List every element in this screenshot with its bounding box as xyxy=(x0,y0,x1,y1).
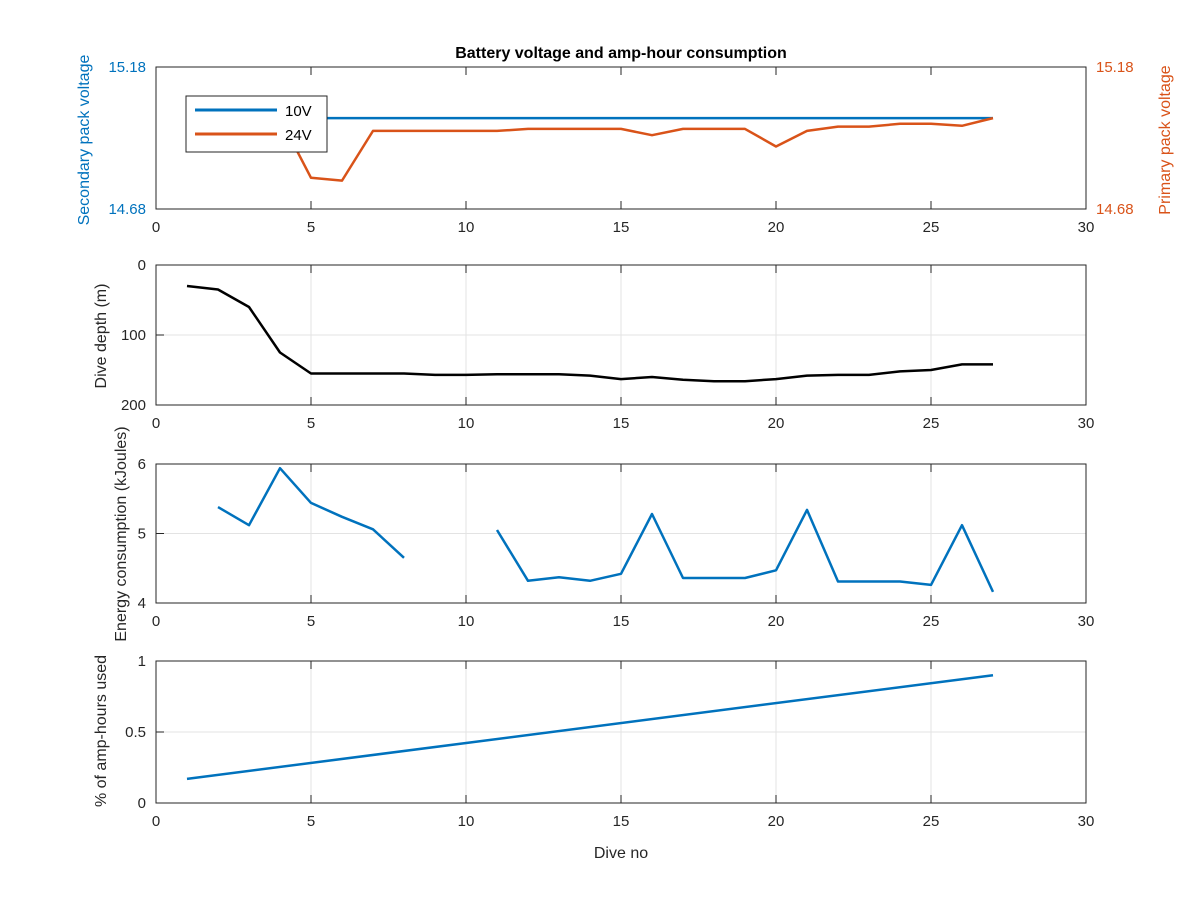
energy-xtick-label: 20 xyxy=(768,613,785,630)
primary-voltage-axis-label: Primary pack voltage xyxy=(1157,65,1174,214)
energy-panel: 0 5 10 15 20 25 30 4 5 6 xyxy=(138,456,1095,630)
amp-hours-xtick-label: 15 xyxy=(613,813,630,830)
amp-hours-ytick-label: 0.5 xyxy=(125,724,146,741)
voltage-ytick-label-right: 14.68 xyxy=(1096,201,1134,218)
depth-xtick-label: 30 xyxy=(1078,415,1095,432)
depth-panel: 0 5 10 15 20 25 30 0 100 200 xyxy=(121,257,1094,432)
legend-label-24v: 24V xyxy=(285,127,312,144)
depth-series-0-line xyxy=(186,284,993,383)
voltage-xtick-label: 10 xyxy=(458,219,475,236)
energy-xtick-label: 10 xyxy=(458,613,475,630)
legend-label-10v: 10V xyxy=(285,103,312,120)
depth-ytick-label: 100 xyxy=(121,327,146,344)
voltage-xtick-label: 0 xyxy=(152,219,160,236)
x-axis-label: Dive no xyxy=(594,845,648,862)
voltage-xtick-label: 30 xyxy=(1078,219,1095,236)
amp-hours-xtick-label: 25 xyxy=(923,813,940,830)
energy-xtick-label: 15 xyxy=(613,613,630,630)
depth-ytick-label: 0 xyxy=(138,257,146,274)
amp-hours-axis-label: % of amp-hours used xyxy=(93,655,110,807)
legend: 10V 24V xyxy=(185,95,328,153)
energy-series-0-line xyxy=(217,466,995,593)
voltage-xtick-label: 20 xyxy=(768,219,785,236)
depth-xtick-label: 5 xyxy=(307,415,315,432)
energy-ytick-label: 5 xyxy=(138,526,146,543)
voltage-ytick-label: 14.68 xyxy=(108,201,146,218)
amp-hours-xtick-label: 5 xyxy=(307,813,315,830)
voltage-xtick-label: 25 xyxy=(923,219,940,236)
energy-ytick-label: 4 xyxy=(138,595,146,612)
depth-xtick-label: 10 xyxy=(458,415,475,432)
energy-xtick-label: 25 xyxy=(923,613,940,630)
amp-hours-ytick-label: 0 xyxy=(138,795,146,812)
depth-ytick-label: 200 xyxy=(121,397,146,414)
amp-hours-xtick-label: 0 xyxy=(152,813,160,830)
amp-hours-xtick-label: 30 xyxy=(1078,813,1095,830)
voltage-ytick-label: 15.18 xyxy=(108,59,146,76)
secondary-voltage-axis-label: Secondary pack voltage xyxy=(76,55,93,226)
amp-hours-xtick-label: 10 xyxy=(458,813,475,830)
energy-xtick-label: 5 xyxy=(307,613,315,630)
depth-xtick-label: 20 xyxy=(768,415,785,432)
voltage-xtick-label: 15 xyxy=(613,219,630,236)
amp-hours-xtick-label: 20 xyxy=(768,813,785,830)
voltage-xtick-label: 5 xyxy=(307,219,315,236)
energy-xtick-label: 0 xyxy=(152,613,160,630)
amp-hours-series-0-line xyxy=(186,673,994,781)
dive-depth-axis-label: Dive depth (m) xyxy=(93,284,110,389)
energy-xtick-label: 30 xyxy=(1078,613,1095,630)
chart-title: Battery voltage and amp-hour consumption xyxy=(455,45,787,62)
energy-axis-label: Energy consumption (kJoules) xyxy=(113,426,130,641)
amp-hours-ytick-label: 1 xyxy=(138,653,146,670)
voltage-series-24v-line xyxy=(187,116,994,182)
depth-xtick-label: 15 xyxy=(613,415,630,432)
depth-xtick-label: 25 xyxy=(923,415,940,432)
legend-box xyxy=(185,95,328,153)
depth-xtick-label: 0 xyxy=(152,415,160,432)
energy-ytick-label: 6 xyxy=(138,456,146,473)
amp-hours-panel: 0 5 10 15 20 25 30 0 0.5 1 xyxy=(125,653,1094,830)
voltage-ytick-label-right: 15.18 xyxy=(1096,59,1134,76)
